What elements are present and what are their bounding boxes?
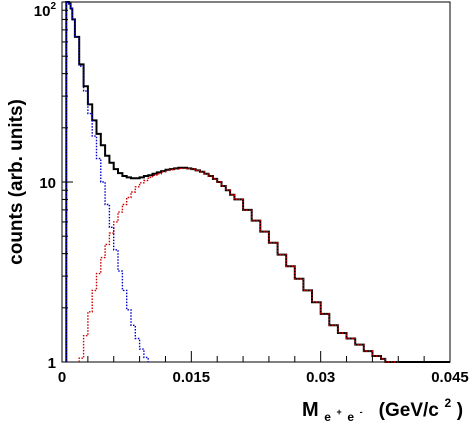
x-tick-label: 0.045 — [431, 369, 469, 386]
x-axis-title-sub-sup2: - — [360, 407, 363, 417]
y-tick-label: 1 — [48, 355, 56, 372]
y-tick-label: 102 — [34, 1, 57, 20]
x-axis-title-unit: (GeV/c — [368, 400, 439, 421]
x-axis-title: M e + e - (GeV/c 2 ) — [302, 390, 463, 424]
signal-histogram — [78, 167, 399, 363]
x-axis-title-main: M — [302, 399, 319, 421]
x-axis-title-unit-sup: 2 — [444, 396, 451, 410]
x-axis-title-sub: e — [324, 410, 331, 424]
plot-frame — [61, 1, 451, 363]
total-histogram — [65, 1, 450, 363]
x-tick-label: 0.015 — [173, 369, 211, 386]
y-tick-label-base: 10 — [34, 3, 51, 20]
x-tick-label: 0 — [58, 369, 66, 386]
x-axis-title-unit-close: ) — [457, 400, 463, 421]
background-histogram — [65, 1, 149, 362]
x-tick-label: 0.03 — [306, 369, 335, 386]
y-axis-title: counts (arb. units) — [6, 99, 27, 265]
x-axis-title-sub-sup1: + — [336, 407, 341, 417]
y-tick-label: 10 — [39, 175, 56, 192]
x-axis-title-sub2: e — [347, 410, 354, 424]
series-layer — [65, 1, 450, 363]
y-tick-label-exponent: 2 — [50, 1, 56, 12]
